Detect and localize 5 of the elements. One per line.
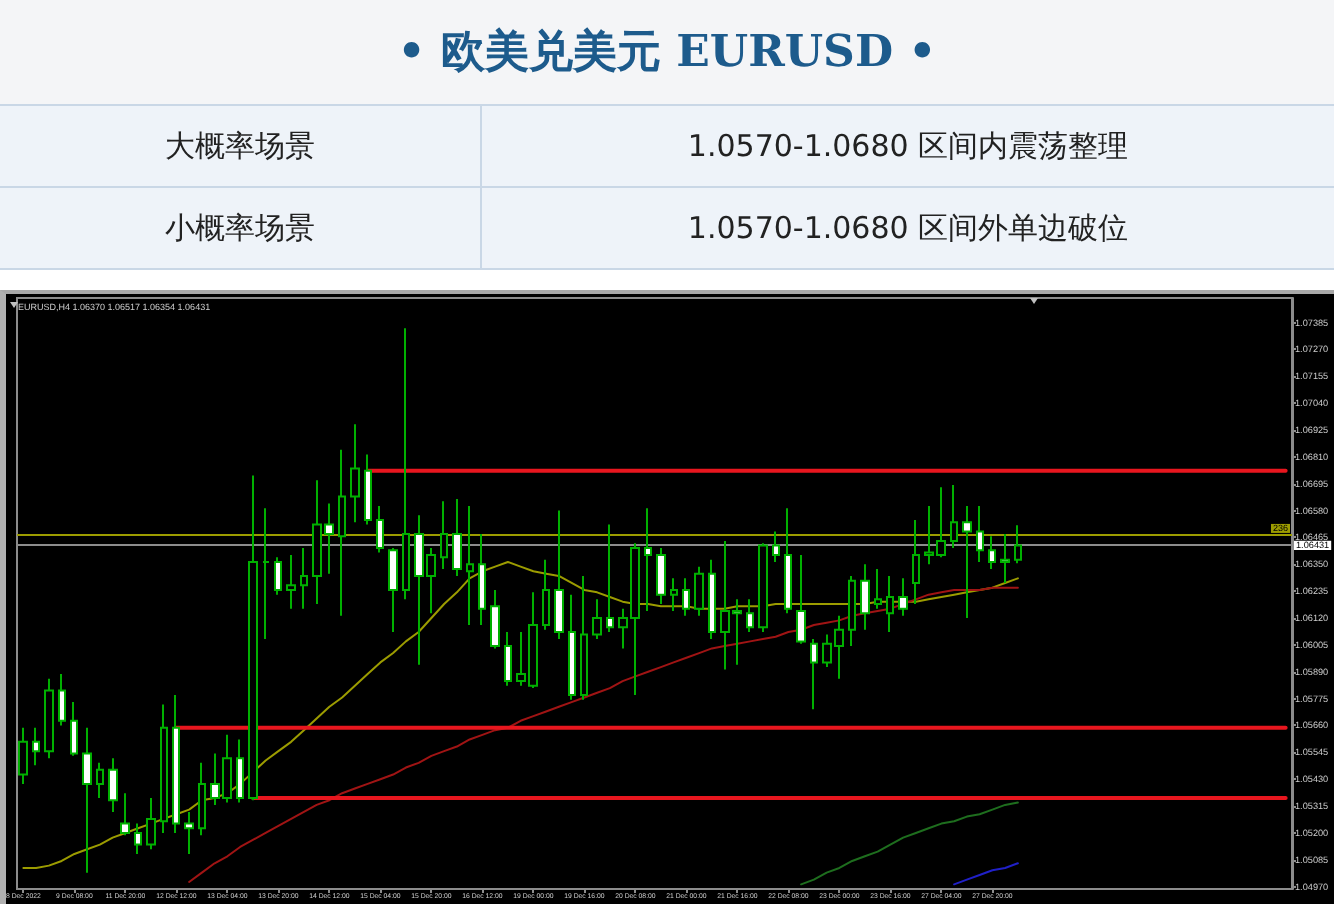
text: 小概率场景 (0, 187, 481, 269)
chart-title: • 欧美兑美元 EURUSD • (397, 24, 937, 82)
text: 1.0570-1.0680 区间外单边破位 (481, 187, 1334, 269)
text: 大概率场景 (0, 105, 481, 187)
text: 1.0570-1.0680 区间内震荡整理 (481, 105, 1334, 187)
